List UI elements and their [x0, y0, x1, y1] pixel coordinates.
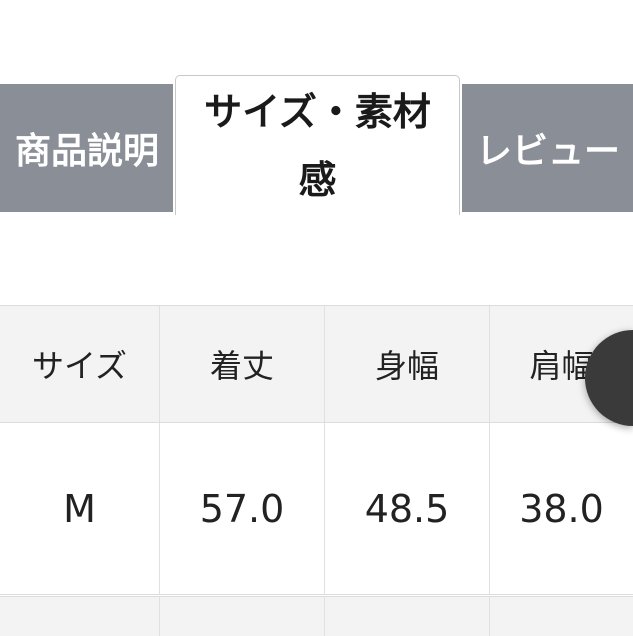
cell	[160, 597, 325, 636]
header-size: サイズ	[0, 306, 160, 422]
tab-label: 商品説明	[14, 131, 159, 172]
cell-width: 48.5	[325, 423, 490, 594]
table-row	[0, 596, 633, 636]
tab-reviews[interactable]: レビュー	[462, 84, 633, 212]
tab-label: レビュー	[476, 131, 621, 172]
tab-label-line2: 感	[298, 157, 337, 202]
cell	[0, 597, 160, 636]
tab-size-material[interactable]: サイズ・素材感	[175, 75, 460, 215]
cell	[490, 597, 633, 636]
header-width: 身幅	[325, 306, 490, 422]
header-length: 着丈	[160, 306, 325, 422]
table-row: M 57.0 48.5 38.0	[0, 422, 633, 595]
cell-size: M	[0, 423, 160, 594]
cell-shoulder: 38.0	[519, 486, 604, 531]
cell	[325, 597, 490, 636]
tab-label-line1: サイズ・素材	[204, 89, 431, 134]
table-header-row: サイズ 着丈 身幅 肩幅	[0, 305, 633, 422]
header-shoulder: 肩幅	[529, 347, 594, 385]
cell-length: 57.0	[160, 423, 325, 594]
tab-product-description[interactable]: 商品説明	[0, 84, 173, 212]
